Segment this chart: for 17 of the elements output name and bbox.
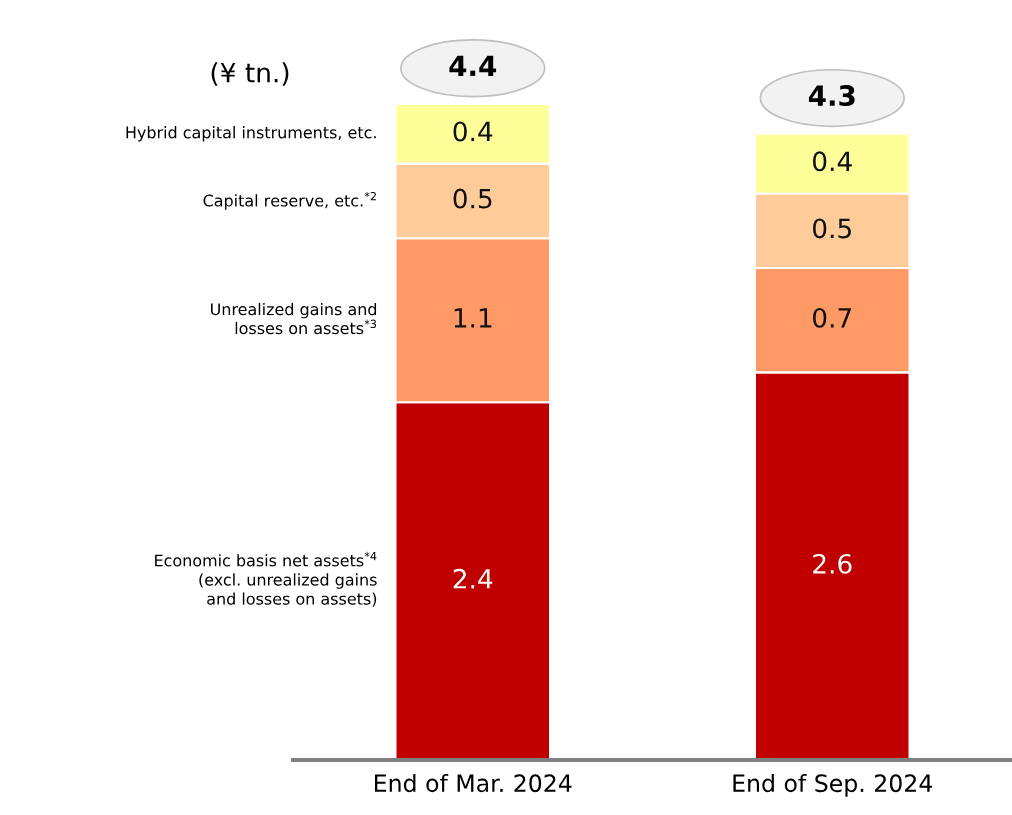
- series-label: Capital reserve, etc.$^{*2}$: [203, 191, 376, 210]
- data-label: 1.1: [454, 308, 492, 328]
- x-tick-label: End of Mar. 2024: [375, 773, 572, 793]
- data-label: 0.4: [453, 121, 493, 142]
- data-label: 2.4: [453, 568, 493, 589]
- x-tick-label: End of Sep. 2024: [733, 773, 933, 797]
- total-label: 4.4: [449, 55, 497, 76]
- total-label: 4.3: [808, 85, 855, 107]
- data-label: 0.5: [453, 188, 492, 209]
- data-label: 0.4: [813, 151, 852, 172]
- data-label: 0.5: [813, 218, 851, 239]
- series-label: Economic basis net assets$^{*4}$ (excl. unrealized gains and losses on assets): [155, 551, 377, 607]
- data-label: 2.6: [813, 553, 852, 574]
- series-label: Unrealized gains and losses on assets$^{*3}$: [211, 302, 377, 335]
- series-label: Hybrid capital instruments, etc.: [126, 126, 376, 142]
- y-axis-title: (¥ tn.): [211, 62, 289, 86]
- data-label: 0.7: [813, 307, 851, 328]
